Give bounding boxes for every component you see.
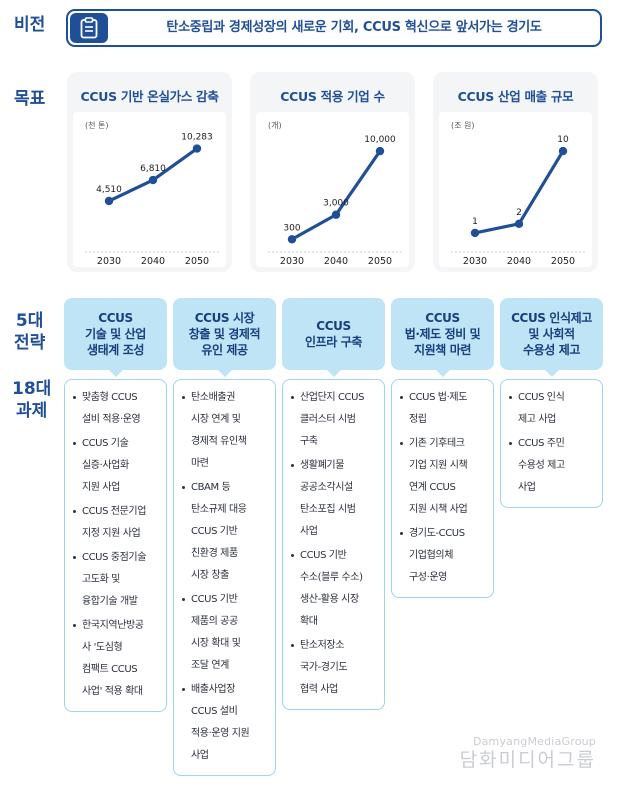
strategy-head: CCUS 인식제고 및 사회적 수용성 제고 <box>500 298 603 370</box>
task-item: CCUS 기반 제품의 공공 시장 확대 및 조달 연계 <box>182 589 271 677</box>
vision-text: 탄소중립과 경제성장의 새로운 기회, CCUS 혁신으로 앞서가는 경기도 <box>166 20 542 35</box>
strategy-head: CCUS 시장 창출 및 경제적 유인 제공 <box>173 298 276 370</box>
line-chart: (개) 300 2030 3,000 2040 10,000 2050 <box>268 120 402 267</box>
strategies-label: 5대 전략 <box>14 311 46 353</box>
target-chart: (천 톤) 4,510 2030 6,810 2040 10,283 2050 <box>73 112 226 267</box>
x-tick-label: 2030 <box>97 256 121 267</box>
x-tick-label: 2050 <box>185 256 209 267</box>
strategy-title: CCUS 법·제도 정비 및 지원책 마련 <box>404 311 481 357</box>
strategy-arrow <box>217 370 232 377</box>
task-item: CCUS 법·제도 정립 <box>400 387 489 431</box>
task-item: 한국지역난방공 사 '도심형 컴팩트 CCUS 사업' 적용 확대 <box>73 615 162 703</box>
data-label: 10 <box>557 135 569 145</box>
target-card-ghg-reduction: CCUS 기반 온실가스 감축 (천 톤) 4,510 2030 6,810 2040… <box>67 72 232 272</box>
task-item: 산업단지 CCUS 클러스터 시범 구축 <box>291 387 380 453</box>
chart-unit: (천 톤) <box>85 120 109 130</box>
data-label: 2 <box>516 208 522 218</box>
data-label: 1 <box>472 217 478 227</box>
x-tick-label: 2040 <box>141 256 165 267</box>
task-item: 경기도-CCUS 기업협의체 구성·운영 <box>400 523 489 589</box>
x-tick-label: 2050 <box>368 256 392 267</box>
chart-unit: (개) <box>268 120 282 130</box>
data-point <box>514 219 524 229</box>
data-label: 300 <box>283 223 300 233</box>
task-item: 탄소배출권 시장 연계 및 경제적 유인책 마련 <box>182 387 271 475</box>
line-chart: (천 톤) 4,510 2030 6,810 2040 10,283 2050 <box>85 120 219 267</box>
tasks-label: 18대 과제 <box>12 379 52 421</box>
strategy-head: CCUS 인프라 구축 <box>282 298 385 370</box>
task-list: CCUS 인식 제고 사업 CCUS 주민 수용성 제고 사업 <box>500 379 603 508</box>
strategy-title: CCUS 기술 및 산업 생태계 조성 <box>85 311 146 357</box>
task-list: 탄소배출권 시장 연계 및 경제적 유인책 마련 CBAM 등 탄소규제 대응 C… <box>173 379 276 776</box>
x-tick-label: 2050 <box>551 256 575 267</box>
task-item: CCUS 기술 실증·사업화 지원 사업 <box>73 433 162 499</box>
x-tick-label: 2030 <box>280 256 304 267</box>
strategy-arrow <box>326 370 341 377</box>
strategy-title: CCUS 인식제고 및 사회적 수용성 제고 <box>511 311 592 357</box>
task-list: 산업단지 CCUS 클러스터 시범 구축 생활폐기물 공공소각시설 탄소포집 시범… <box>282 379 385 710</box>
data-point <box>287 235 297 244</box>
strategy-head: CCUS 법·제도 정비 및 지원책 마련 <box>391 298 494 370</box>
data-label: 4,510 <box>96 185 122 195</box>
task-item: 생활폐기물 공공소각시설 탄소포집 시범 사업 <box>291 455 380 543</box>
target-title: CCUS 기반 온실가스 감축 <box>80 89 219 104</box>
strategy-column: CCUS 인식제고 및 사회적 수용성 제고 CCUS 인식 제고 사업 CCUS … <box>500 298 603 508</box>
strategy-column: CCUS 법·제도 정비 및 지원책 마련 CCUS 법·제도 정립 기존 기후테크… <box>391 298 494 598</box>
strategy-head: CCUS 기술 및 산업 생태계 조성 <box>64 298 167 370</box>
task-list: CCUS 법·제도 정립 기존 기후테크 기업 지원 시책 연계 CCUS 지원 … <box>391 379 494 598</box>
line-chart: (조 원) 1 2030 2 2040 10 2050 <box>451 121 585 267</box>
strategy-arrow <box>435 370 450 377</box>
data-point <box>331 210 341 219</box>
data-point <box>558 146 568 156</box>
target-card-companies: CCUS 적용 기업 수 (개) 300 2030 3,000 2040 10,000 2… <box>250 72 415 272</box>
task-item: 탄소저장소 국가-경기도 협력 사업 <box>291 635 380 701</box>
task-item: CCUS 전문기업 지정 지원 사업 <box>73 501 162 545</box>
x-tick-label: 2040 <box>324 256 348 267</box>
series-line <box>290 149 382 241</box>
target-chart: (조 원) 1 2030 2 2040 10 2050 <box>439 112 592 267</box>
data-label: 10,000 <box>364 135 396 145</box>
task-item: 맞춤형 CCUS 설비 적용·운영 <box>73 387 162 431</box>
vision-label: 비전 <box>14 15 46 35</box>
task-item: 기존 기후테크 기업 지원 시책 연계 CCUS 지원 시책 사업 <box>400 433 489 521</box>
data-label: 3,000 <box>323 199 349 209</box>
data-point <box>192 144 202 153</box>
data-label: 6,810 <box>140 164 166 174</box>
series-line <box>107 146 199 203</box>
target-title: CCUS 적용 기업 수 <box>280 89 385 104</box>
task-item: CCUS 기반 수소(블루 수소) 생산-활용 시장 확대 <box>291 545 380 633</box>
task-item: CCUS 인식 제고 사업 <box>509 387 598 431</box>
target-card-sales: CCUS 산업 매출 규모 (조 원) 1 2030 2 2040 10 2050 <box>433 72 598 272</box>
task-item: 배출사업장 CCUS 설비 적용·운영 지원 사업 <box>182 679 271 767</box>
strategy-title: CCUS 인프라 구축 <box>305 319 362 349</box>
x-tick-label: 2030 <box>463 256 487 267</box>
task-item: CCUS 중점기술 고도화 및 융합기술 개발 <box>73 547 162 613</box>
data-point <box>470 228 480 238</box>
vision-box: 탄소중립과 경제성장의 새로운 기회, CCUS 혁신으로 앞서가는 경기도 <box>66 9 602 47</box>
strategy-arrow <box>544 370 559 377</box>
clipboard-icon <box>70 13 108 43</box>
strategy-title: CCUS 시장 창출 및 경제적 유인 제공 <box>188 311 261 357</box>
data-point <box>104 196 114 206</box>
watermark-ko: 담화미디어그룹 <box>459 749 596 771</box>
x-tick-label: 2040 <box>507 256 531 267</box>
task-list: 맞춤형 CCUS 설비 적용·운영 CCUS 기술 실증·사업화 지원 사업 CCU… <box>64 379 167 712</box>
strategy-column: CCUS 기술 및 산업 생태계 조성 맞춤형 CCUS 설비 적용·운영 CCUS… <box>64 298 167 712</box>
chart-unit: (조 원) <box>451 121 475 130</box>
data-label: 10,283 <box>181 133 213 143</box>
targets-label: 목표 <box>14 89 46 109</box>
data-point <box>375 146 385 156</box>
target-title: CCUS 산업 매출 규모 <box>457 89 574 104</box>
task-item: CCUS 주민 수용성 제고 사업 <box>509 433 598 499</box>
watermark-en: DamyangMediaGroup <box>472 735 596 748</box>
target-chart: (개) 300 2030 3,000 2040 10,000 2050 <box>256 112 409 267</box>
task-item: CBAM 등 탄소규제 대응 CCUS 기반 친환경 제품 시장 창출 <box>182 477 271 587</box>
strategy-arrow <box>108 370 123 377</box>
data-point <box>148 175 158 185</box>
